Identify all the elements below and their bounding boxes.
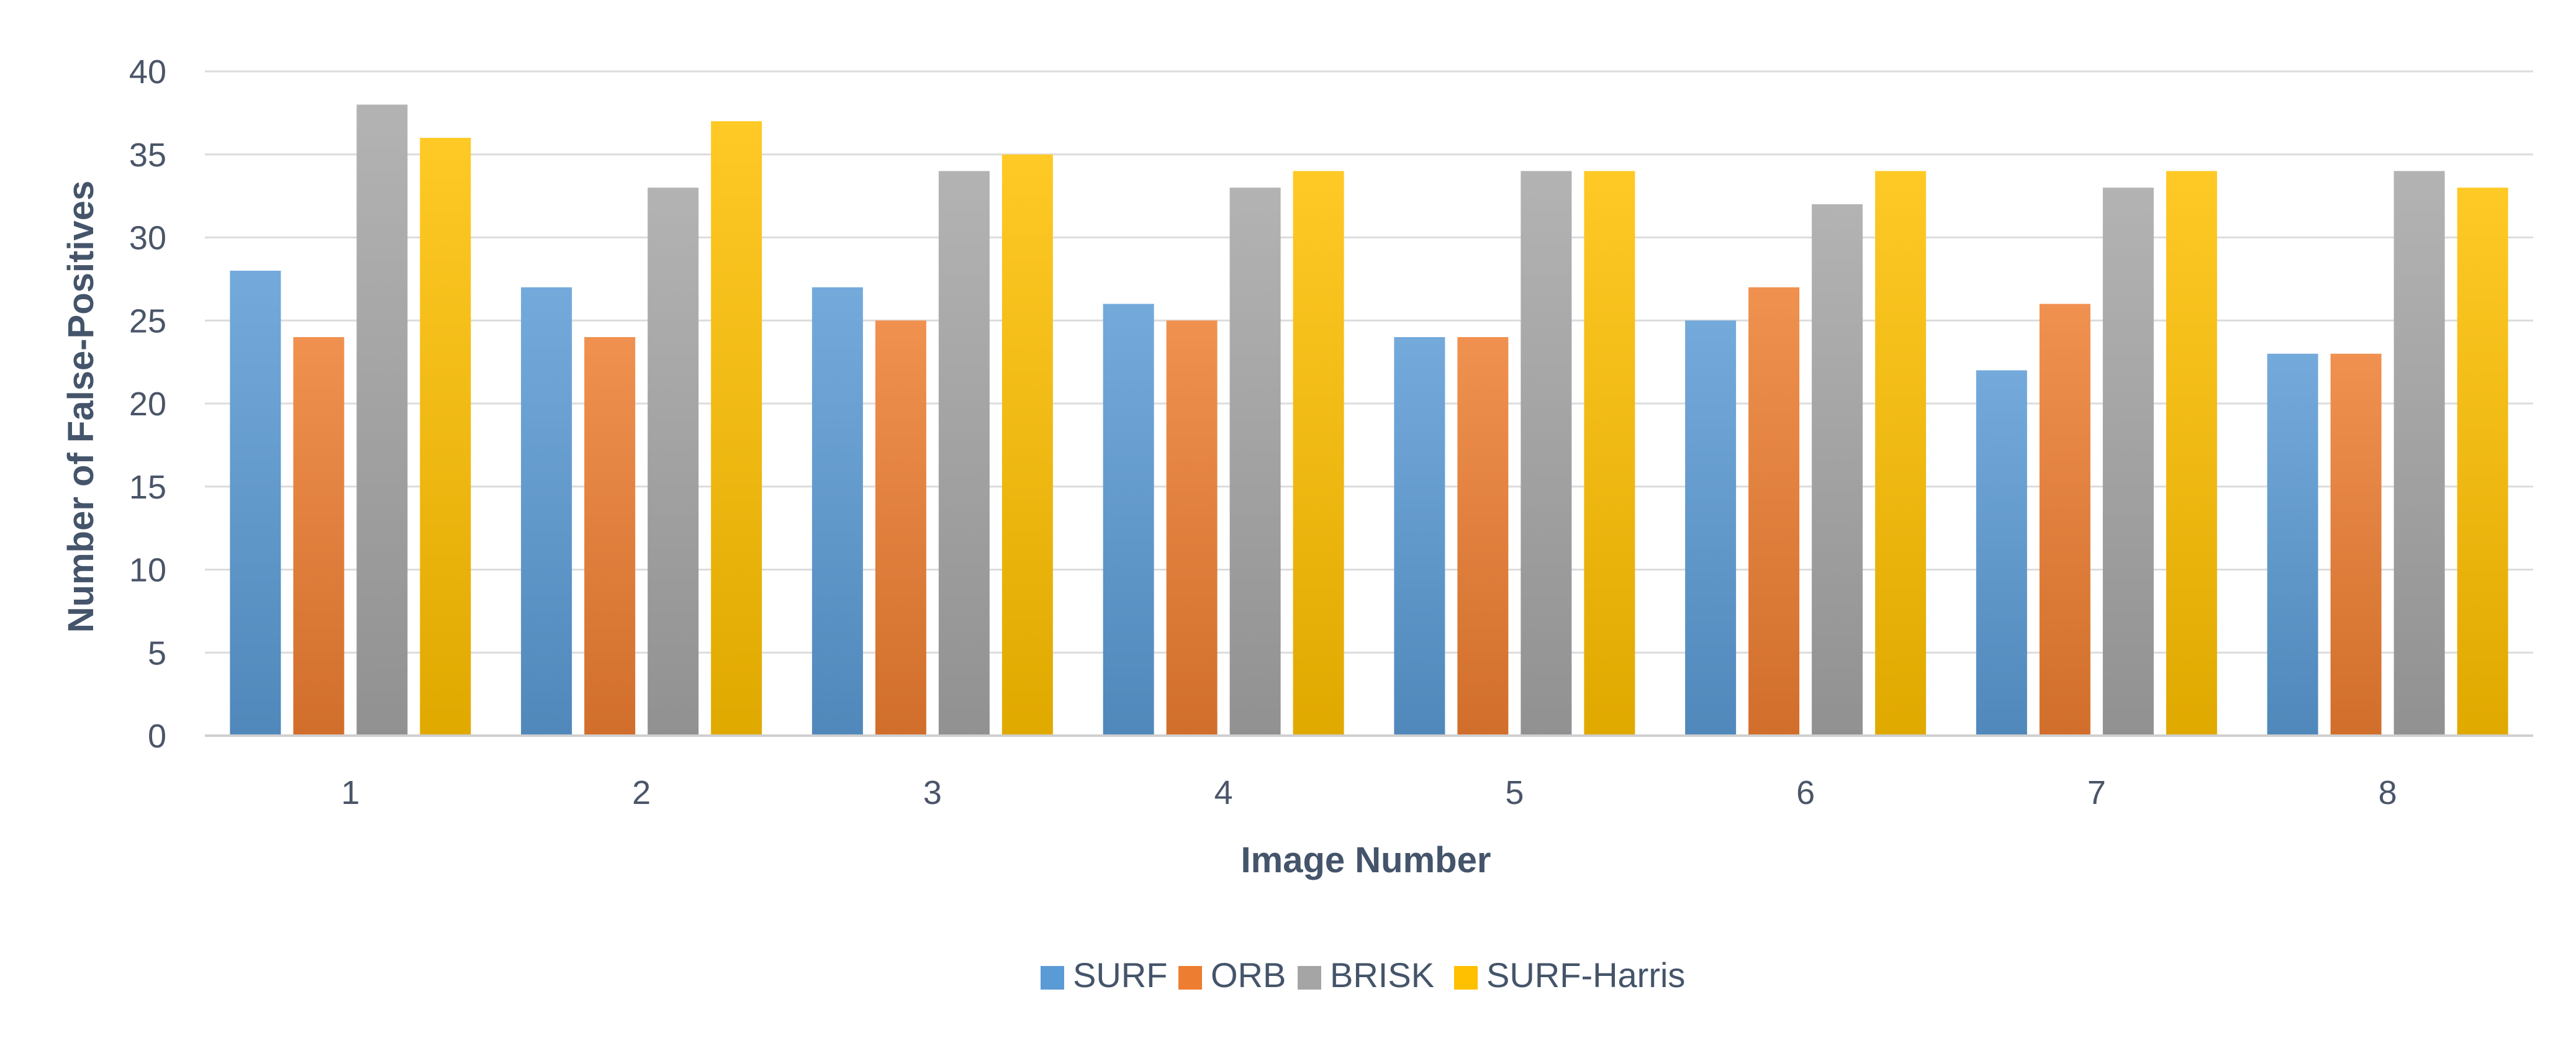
bar-surf-harris-7 bbox=[2166, 171, 2217, 736]
x-axis-title: Image Number bbox=[1241, 840, 1491, 880]
bar-brisk-3 bbox=[938, 171, 990, 736]
y-tick-label: 0 bbox=[148, 718, 166, 755]
x-tick-label: 2 bbox=[632, 774, 651, 811]
legend-item-brisk: BRISK bbox=[1298, 955, 1434, 995]
bar-brisk-4 bbox=[1229, 187, 1281, 736]
x-tick-label: 3 bbox=[923, 774, 942, 811]
legend-swatch bbox=[1454, 966, 1478, 990]
bar-surf-7 bbox=[1976, 370, 2027, 736]
legend: SURF ORB BRISK SURF-Harris bbox=[1041, 955, 1685, 995]
x-tick-label: 5 bbox=[1505, 774, 1524, 811]
bar-surf-5 bbox=[1394, 337, 1445, 736]
bar-surf-harris-3 bbox=[1001, 154, 1053, 736]
y-tick-label: 5 bbox=[148, 634, 166, 672]
bar-surf-1 bbox=[230, 271, 281, 736]
bar-surf-harris-8 bbox=[2457, 187, 2508, 736]
bar-surf-2 bbox=[521, 287, 572, 736]
bars bbox=[230, 104, 2508, 736]
legend-swatch bbox=[1298, 966, 1321, 990]
y-axis-ticks: 0 5 10 15 20 25 30 35 40 bbox=[129, 53, 166, 755]
bar-brisk-2 bbox=[648, 187, 699, 736]
legend-label: ORB bbox=[1211, 955, 1286, 995]
x-axis-ticks: 1 2 3 4 5 6 7 8 bbox=[341, 774, 2397, 811]
y-tick-label: 10 bbox=[129, 552, 166, 589]
x-tick-label: 6 bbox=[1796, 774, 1815, 811]
legend-label: SURF-Harris bbox=[1486, 955, 1685, 995]
bar-surf-4 bbox=[1103, 304, 1154, 736]
y-tick-label: 15 bbox=[129, 469, 166, 506]
bar-orb-4 bbox=[1166, 320, 1218, 736]
x-tick-label: 1 bbox=[341, 774, 359, 811]
bar-surf-harris-1 bbox=[420, 138, 471, 736]
bar-surf-harris-6 bbox=[1875, 171, 1927, 736]
bar-orb-1 bbox=[293, 337, 345, 736]
bar-orb-7 bbox=[2039, 304, 2090, 736]
x-tick-label: 8 bbox=[2379, 774, 2397, 811]
legend-swatch bbox=[1041, 966, 1064, 990]
bar-brisk-5 bbox=[1521, 171, 1572, 736]
bar-brisk-1 bbox=[356, 104, 408, 736]
y-tick-label: 25 bbox=[129, 302, 166, 340]
bar-brisk-7 bbox=[2102, 187, 2154, 736]
bar-orb-2 bbox=[584, 337, 636, 736]
x-tick-label: 4 bbox=[1214, 774, 1233, 811]
legend-label: SURF bbox=[1073, 955, 1167, 995]
bar-surf-6 bbox=[1685, 320, 1737, 736]
bar-orb-6 bbox=[1748, 287, 1800, 736]
legend-label: BRISK bbox=[1330, 955, 1434, 995]
bar-surf-3 bbox=[811, 287, 863, 736]
legend-item-surf: SURF bbox=[1041, 955, 1167, 995]
y-tick-label: 30 bbox=[129, 220, 166, 257]
legend-item-surf-harris: SURF-Harris bbox=[1454, 955, 1685, 995]
bar-orb-3 bbox=[875, 320, 926, 736]
bar-surf-harris-5 bbox=[1584, 171, 1635, 736]
bar-surf-harris-4 bbox=[1293, 171, 1344, 736]
bar-surf-8 bbox=[2267, 353, 2318, 736]
bar-surf-harris-2 bbox=[711, 121, 762, 736]
y-tick-label: 40 bbox=[129, 53, 166, 91]
legend-item-orb: ORB bbox=[1178, 955, 1286, 995]
y-tick-label: 20 bbox=[129, 386, 166, 423]
x-tick-label: 7 bbox=[2087, 774, 2106, 811]
bar-orb-8 bbox=[2330, 353, 2382, 736]
legend-swatch bbox=[1178, 966, 1202, 990]
bar-orb-5 bbox=[1457, 337, 1509, 736]
y-axis-title: Number of False-Positives bbox=[61, 181, 101, 633]
bar-brisk-8 bbox=[2393, 171, 2445, 736]
y-tick-label: 35 bbox=[129, 137, 166, 174]
bar-brisk-6 bbox=[1812, 204, 1863, 736]
